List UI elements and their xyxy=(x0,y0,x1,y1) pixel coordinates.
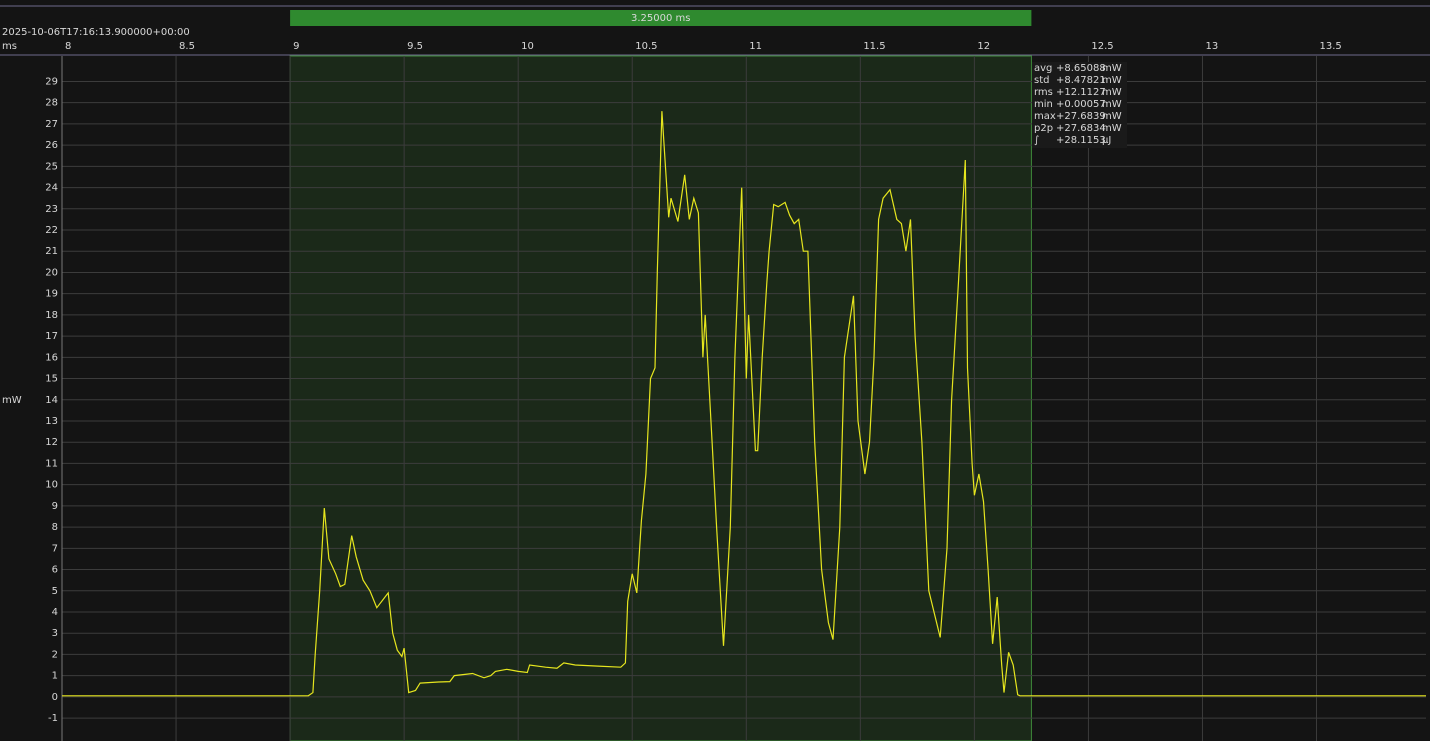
y-tick-label: 27 xyxy=(45,119,58,130)
x-tick-label: 9 xyxy=(293,41,299,52)
stat-unit: mW xyxy=(1102,123,1122,134)
x-tick-label: 11.5 xyxy=(863,41,885,52)
y-tick-label: 15 xyxy=(45,374,58,385)
y-tick-label: 1 xyxy=(52,671,58,682)
stat-value: +28.1153 xyxy=(1056,135,1106,146)
y-tick-label: 22 xyxy=(45,225,58,236)
y-tick-label: 10 xyxy=(45,480,58,491)
y-tick-label: 4 xyxy=(52,607,58,618)
stat-label: p2p xyxy=(1034,123,1053,134)
y-tick-label: 11 xyxy=(45,458,58,469)
y-axis-label: mW xyxy=(2,395,22,406)
stat-label: ∫ xyxy=(1034,135,1039,146)
y-tick-label: 5 xyxy=(52,586,58,597)
stat-label: std xyxy=(1034,75,1049,86)
stats-background xyxy=(1032,62,1127,148)
stat-label: max xyxy=(1034,111,1056,122)
x-unit: ms xyxy=(2,41,17,52)
selection-bar xyxy=(290,10,1032,26)
y-tick-label: 12 xyxy=(45,437,58,448)
y-tick-label: 7 xyxy=(52,543,58,554)
x-tick-label: 13.5 xyxy=(1320,41,1342,52)
y-tick-label: 28 xyxy=(45,98,58,109)
y-tick-label: 8 xyxy=(52,522,58,533)
y-tick-label: 3 xyxy=(52,628,58,639)
y-tick-label: 20 xyxy=(45,267,58,278)
x-tick-label: 12.5 xyxy=(1091,41,1113,52)
stat-value: +8.47821 xyxy=(1056,75,1106,86)
trace xyxy=(62,111,1426,697)
stat-label: avg xyxy=(1034,63,1052,74)
stat-value: +12.1127 xyxy=(1056,87,1106,98)
y-tick-label: 19 xyxy=(45,289,58,300)
timestamp: 2025-10-06T17:16:13.900000+00:00 xyxy=(2,27,190,38)
stat-value: +0.00057 xyxy=(1056,99,1106,110)
stat-unit: µJ xyxy=(1102,135,1111,146)
stat-unit: mW xyxy=(1102,87,1122,98)
x-tick-label: 8 xyxy=(65,41,71,52)
stat-unit: mW xyxy=(1102,63,1122,74)
y-tick-label: 9 xyxy=(52,501,58,512)
y-tick-label: 17 xyxy=(45,331,58,342)
y-tick-label: 23 xyxy=(45,204,58,215)
y-tick-label: 29 xyxy=(45,76,58,87)
x-tick-label: 13 xyxy=(1205,41,1218,52)
x-tick-label: 12 xyxy=(977,41,990,52)
y-tick-label: 16 xyxy=(45,352,58,363)
stat-unit: mW xyxy=(1102,99,1122,110)
y-tick-label: -1 xyxy=(48,713,58,724)
stat-value: +27.6839 xyxy=(1056,111,1106,122)
y-tick-label: 26 xyxy=(45,140,58,151)
y-tick-label: 24 xyxy=(45,183,58,194)
selection-label: 3.25000 ms xyxy=(631,13,690,24)
stat-label: rms xyxy=(1034,87,1053,98)
y-tick-label: 21 xyxy=(45,246,58,257)
x-tick-label: 9.5 xyxy=(407,41,423,52)
y-tick-label: 18 xyxy=(45,310,58,321)
y-tick-label: 13 xyxy=(45,416,58,427)
stat-unit: mW xyxy=(1102,111,1122,122)
y-tick-label: 2 xyxy=(52,649,58,660)
x-tick-label: 10.5 xyxy=(635,41,657,52)
y-tick-label: 6 xyxy=(52,565,58,576)
stat-value: +8.65088 xyxy=(1056,63,1106,74)
x-tick-label: 8.5 xyxy=(179,41,195,52)
x-tick-label: 10 xyxy=(521,41,534,52)
y-tick-label: 14 xyxy=(45,395,58,406)
stat-label: min xyxy=(1034,99,1053,110)
y-tick-label: 25 xyxy=(45,161,58,172)
stat-unit: mW xyxy=(1102,75,1122,86)
stat-value: +27.6834 xyxy=(1056,123,1106,134)
x-tick-label: 11 xyxy=(749,41,762,52)
y-tick-label: 0 xyxy=(52,692,58,703)
